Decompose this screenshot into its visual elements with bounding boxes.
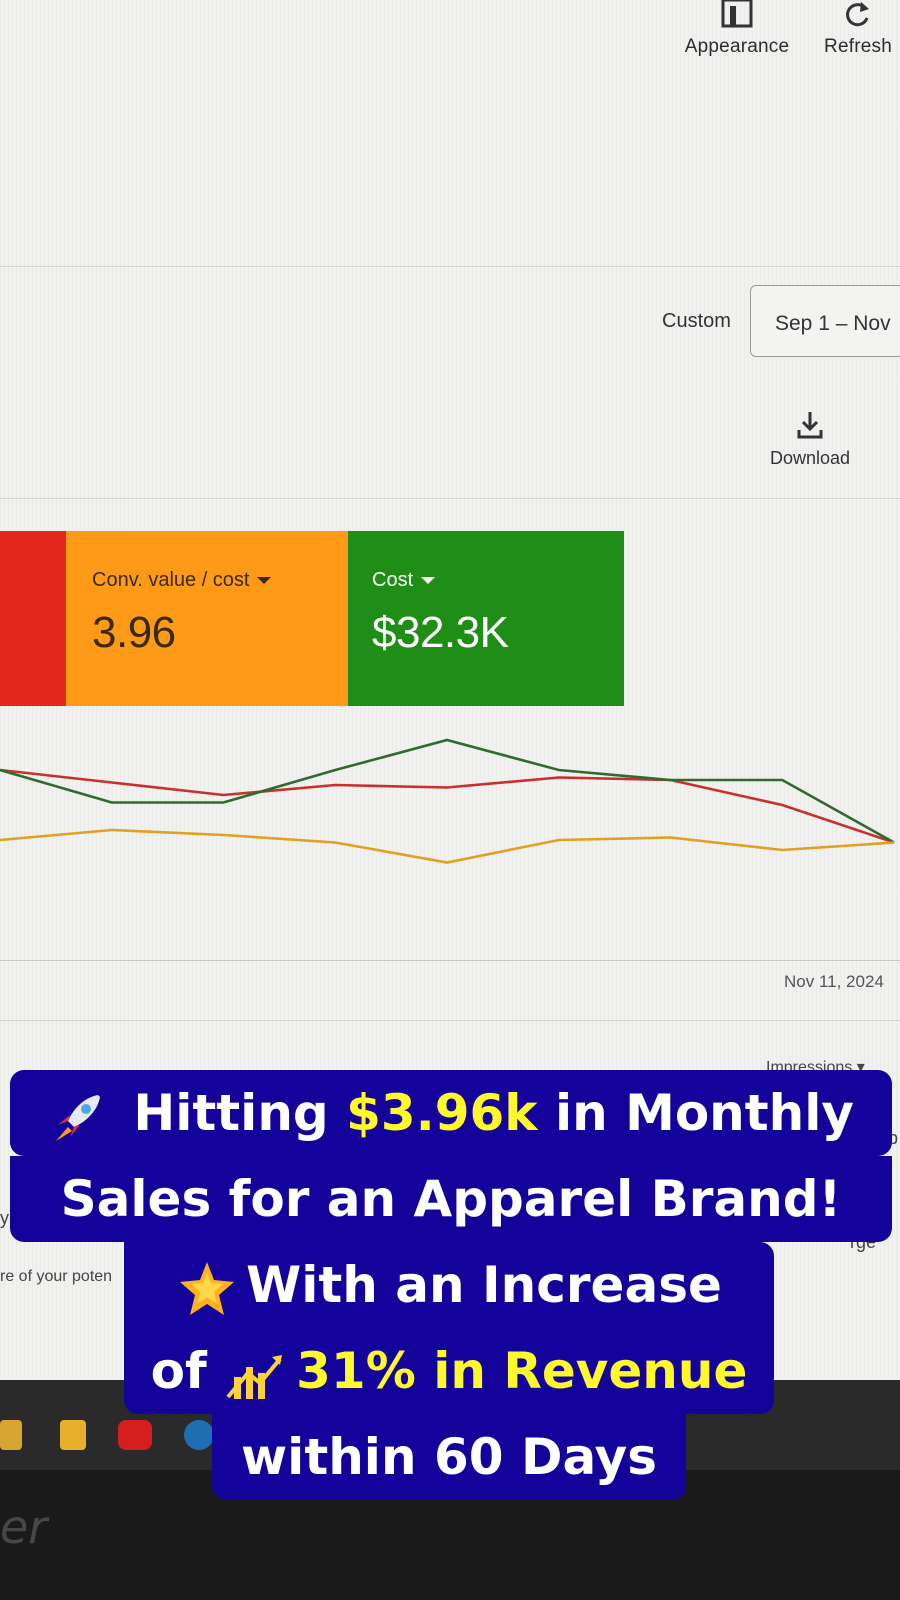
text-fragment: y	[0, 1208, 9, 1228]
refresh-button[interactable]: Refresh	[818, 0, 898, 58]
divider	[0, 266, 900, 267]
text-fragment: b	[888, 1128, 899, 1148]
download-label: Download	[769, 448, 851, 468]
appearance-button[interactable]: Appearance	[684, 0, 790, 58]
caption-text: Hitting	[115, 1084, 347, 1142]
chart-axis	[0, 960, 900, 961]
caret-down-icon[interactable]	[421, 577, 436, 584]
trend-chart-icon	[226, 1354, 283, 1399]
series-line-1	[0, 768, 895, 844]
metric-value: $32.3K	[372, 608, 509, 657]
caption-line-5: within 60 Days	[212, 1414, 686, 1500]
analytics-screen: Appearance Refresh Custom Sep 1 – Nov Do…	[0, 0, 900, 1380]
caption-text: of	[150, 1342, 225, 1400]
metric-card-conv-value-cost[interactable]: Conv. value / cost 3.96	[66, 531, 348, 706]
caption-line-1: Hitting $3.96k in Monthly	[10, 1070, 892, 1156]
caption-highlight: $3.96k	[346, 1084, 538, 1142]
caption-highlight: 31% in Revenue	[296, 1342, 748, 1400]
youtube-icon[interactable]	[118, 1420, 152, 1450]
series-line-2	[0, 738, 895, 844]
performance-line-chart	[0, 738, 895, 864]
rocket-icon	[55, 1094, 100, 1141]
metric-label: Conv. value / cost	[92, 569, 250, 591]
series-line-3	[0, 828, 895, 864]
x-axis-end-label: Nov 11, 2024	[784, 972, 884, 991]
caption-text: With an Increase	[246, 1256, 722, 1314]
caption-text: in Monthly	[537, 1084, 855, 1142]
metric-card-partial[interactable]	[0, 531, 66, 706]
text-fragment: re of your poten	[0, 1268, 113, 1285]
appearance-icon	[721, 0, 753, 28]
caption-line-4: of 31% in Revenue	[124, 1328, 774, 1414]
folder-icon[interactable]	[0, 1420, 22, 1450]
metric-label: Cost	[372, 569, 414, 591]
divider	[0, 498, 900, 499]
date-range-value: Sep 1 – Nov	[775, 312, 891, 335]
appearance-label: Appearance	[684, 36, 790, 57]
metric-card-cost[interactable]: Cost $32.3K	[348, 531, 624, 706]
refresh-icon	[846, 2, 869, 27]
caption-line-3: With an Increase	[124, 1242, 774, 1328]
metric-value: 3.96	[92, 608, 176, 657]
divider	[0, 1020, 900, 1021]
date-range-picker[interactable]: Sep 1 – Nov	[750, 285, 900, 357]
download-button[interactable]: Download	[760, 410, 860, 469]
download-icon	[797, 412, 823, 439]
refresh-label: Refresh	[824, 36, 892, 57]
caret-down-icon[interactable]	[257, 577, 272, 584]
glowing-star-icon	[180, 1261, 235, 1315]
date-preset-label: Custom	[662, 310, 731, 332]
caption-line-2: Sales for an Apparel Brand!	[10, 1156, 892, 1242]
monitor-brand-logo: er	[0, 1500, 48, 1554]
browser-icon[interactable]	[184, 1420, 214, 1450]
chart-app-icon[interactable]	[60, 1420, 86, 1450]
